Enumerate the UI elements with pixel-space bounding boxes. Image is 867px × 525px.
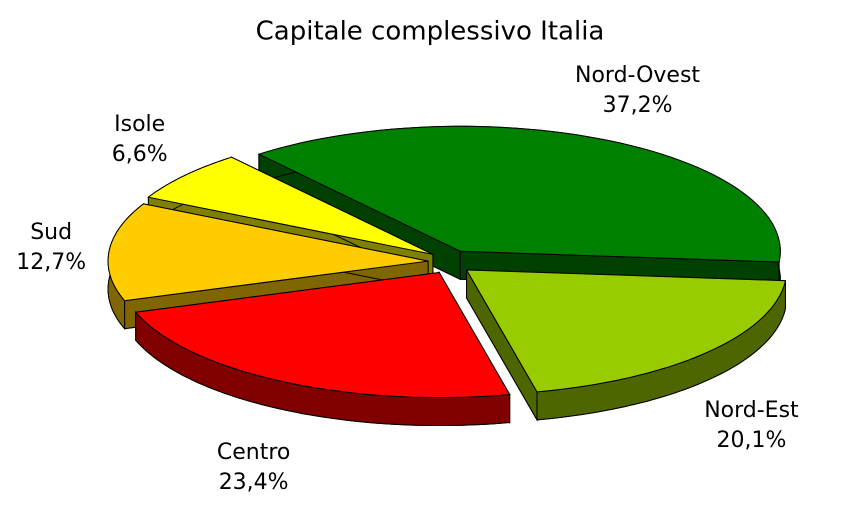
slice-label: Isole: [114, 112, 165, 137]
slice: [147, 156, 434, 255]
slice-label: Nord-Ovest: [575, 63, 700, 88]
slice: [257, 125, 781, 263]
slice-value-label: 6,6%: [112, 142, 168, 167]
slice-value-label: 23,4%: [219, 470, 289, 495]
slice-value-label: 12,7%: [16, 250, 86, 275]
slice-value-label: 37,2%: [603, 93, 673, 118]
slice-label: Nord-Est: [704, 398, 799, 423]
slice-label: Sud: [30, 220, 72, 245]
slice: [107, 203, 429, 302]
chart-title: Capitale complessivo Italia: [256, 17, 605, 47]
slice: [134, 271, 511, 398]
slice: [465, 269, 787, 393]
slice-label: Centro: [217, 440, 291, 465]
slice-value-label: 20,1%: [716, 428, 786, 453]
slice: [134, 270, 511, 426]
slice: [465, 268, 787, 422]
